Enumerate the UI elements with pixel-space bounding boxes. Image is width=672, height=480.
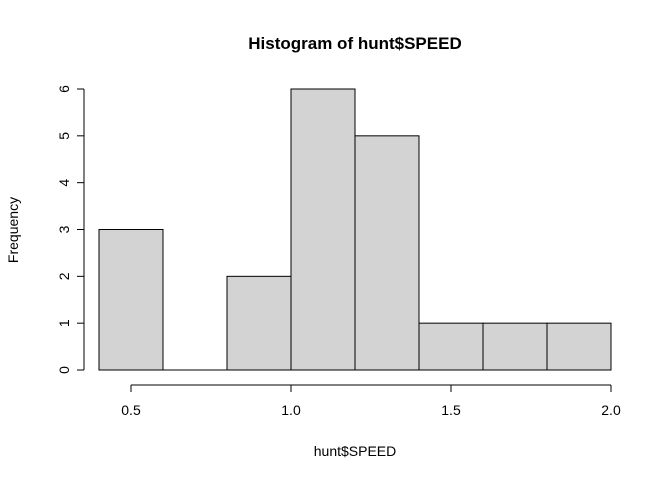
y-tick-label-5: 5: [56, 132, 72, 140]
x-tick-label-2: 1.5: [441, 402, 461, 418]
y-tick-label-6: 6: [56, 85, 72, 93]
histogram-bar-6: [482, 322, 548, 371]
bars-group: [98, 88, 612, 371]
histogram-bar-5: [418, 322, 484, 371]
y-tick-label-1: 1: [56, 319, 72, 327]
y-tick-label-2: 2: [56, 272, 72, 280]
x-tick-label-1: 1.0: [281, 402, 301, 418]
y-tick-label-0: 0: [56, 366, 72, 374]
histogram-bar-4: [354, 135, 420, 371]
histogram-bar-0: [98, 229, 164, 371]
histogram-bar-7: [546, 322, 612, 371]
x-axis-label: hunt$SPEED: [314, 443, 397, 459]
y-tick-label-4: 4: [56, 179, 72, 187]
x-axis: 0.5 1.0 1.5 2.0: [121, 384, 621, 418]
x-tick-label-0: 0.5: [121, 402, 141, 418]
chart-title: Histogram of hunt$SPEED: [248, 34, 461, 53]
y-axis-label: Frequency: [5, 197, 21, 263]
y-tick-label-3: 3: [56, 225, 72, 233]
x-tick-label-3: 2.0: [601, 402, 621, 418]
y-axis: 0 1 2 3 4 5 6: [56, 85, 85, 374]
histogram-bar-2: [226, 275, 292, 371]
histogram-bar-3: [290, 88, 356, 371]
